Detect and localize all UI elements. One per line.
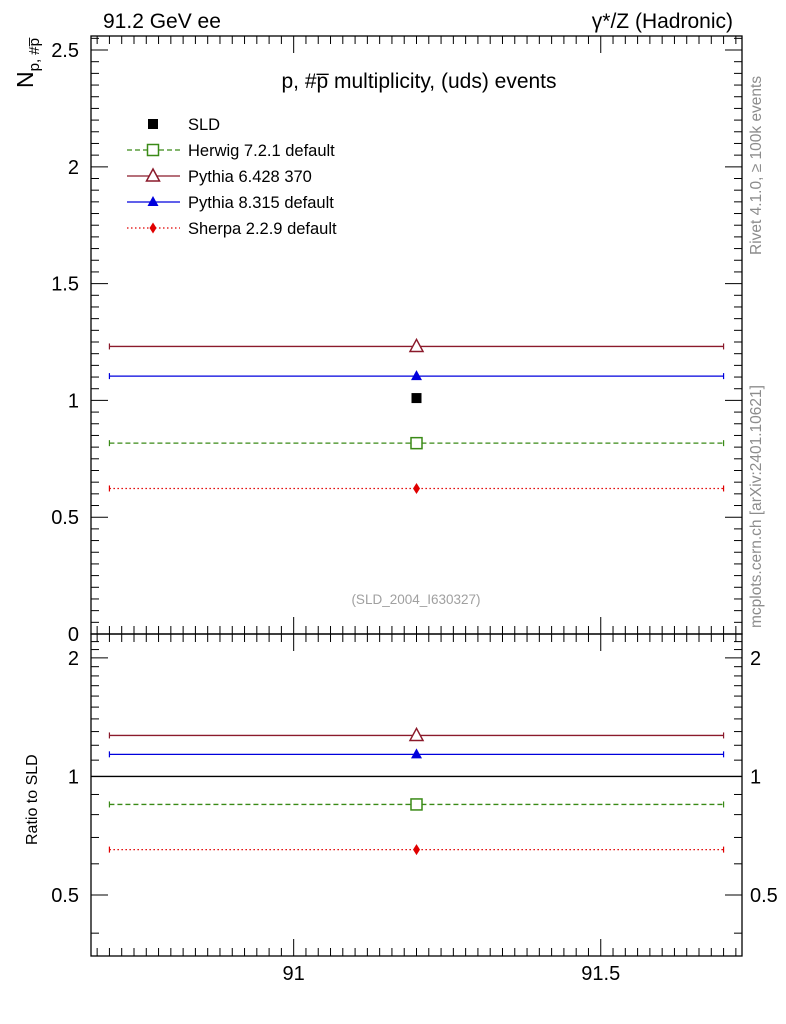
y-tick-label: 0.5 (51, 507, 79, 529)
y-tick-label: 2 (68, 157, 79, 179)
series-herwig-7-2-1-default-marker (410, 436, 423, 450)
ratio-pythia-8-315-default-marker (411, 748, 422, 759)
ratio-tick-label: 2 (68, 648, 79, 670)
legend-label-sherpa-2-2-9-default: Sherpa 2.2.9 default (188, 220, 337, 238)
ratio-tick-label-right: 1 (750, 766, 761, 788)
series-sherpa-2-2-9-default-marker (413, 482, 420, 494)
legend-marker-pythia-8-315-default (147, 196, 159, 206)
legend-label-herwig-7-2-1-default: Herwig 7.2.1 default (188, 142, 335, 160)
ratio-plot-frame (90, 633, 743, 957)
ratio-axis-title: Ratio to SLD (24, 754, 41, 845)
legend-marker-pythia-6-428-370 (145, 167, 161, 182)
x-tick-label: 91 (283, 963, 305, 985)
analysis-watermark: (SLD_2004_I630327) (351, 592, 480, 607)
header-energy: 91.2 GeV ee (103, 10, 221, 33)
rivet-version-label: Rivet 4.1.0, ≥ 100k events (748, 76, 765, 255)
data-point-sld (411, 393, 422, 404)
ratio-tick-label: 0.5 (51, 885, 79, 907)
y-axis-title-subscript: p, #p̅ (26, 37, 43, 71)
mcplots-reference-label: mcplots.cern.ch [arXiv:2401.10621] (748, 385, 765, 628)
x-tick-label: 91.5 (581, 963, 620, 985)
y-axis-title: Np, #p̅ (12, 37, 43, 88)
ratio-herwig-7-2-1-default-marker (410, 798, 423, 811)
legend-marker-sld (148, 119, 158, 129)
series-pythia-8-315-default-marker (411, 370, 422, 381)
header-process: γ*/Z (Hadronic) (592, 10, 733, 33)
y-tick-label: 1.5 (51, 274, 79, 296)
series-pythia-6-428-370-marker (408, 337, 425, 353)
chart-title: p, #p̅ multiplicity, (uds) events (281, 70, 556, 93)
ratio-tick-label: 1 (68, 766, 79, 788)
legend-label-pythia-6-428-370: Pythia 6.428 370 (188, 168, 312, 186)
svg-text:Np, #p̅: Np, #p̅ (12, 37, 43, 88)
ratio-axis-ticks: 0.5 0.5 1 1 2 2 (51, 641, 778, 934)
y-tick-label: 2.5 (51, 40, 79, 62)
ratio-pythia-6-428-370-marker (408, 726, 425, 742)
main-axis-ticks: 0 0.5 1 1.5 2 2.5 (51, 37, 742, 646)
y-axis-title-main: N (12, 71, 38, 88)
legend-marker-herwig-7-2-1-default (146, 143, 160, 157)
legend-label-pythia-8-315-default: Pythia 8.315 default (188, 194, 334, 212)
legend-marker-sherpa-2-2-9-default (149, 222, 157, 234)
legend-label-sld: SLD (188, 116, 220, 134)
ratio-series-group (108, 726, 725, 856)
main-series-group (108, 337, 725, 494)
y-tick-label: 1 (68, 390, 79, 412)
ratio-sherpa-2-2-9-default-marker (413, 844, 420, 856)
legend: SLD Herwig 7.2.1 default Pythia 6.428 370 P… (127, 116, 337, 238)
ratio-tick-label-right: 0.5 (750, 885, 778, 907)
ratio-tick-label-right: 2 (750, 648, 761, 670)
x-axis-ticks: 91 91.5 (96, 36, 737, 985)
y-tick-label: 0 (68, 624, 79, 646)
